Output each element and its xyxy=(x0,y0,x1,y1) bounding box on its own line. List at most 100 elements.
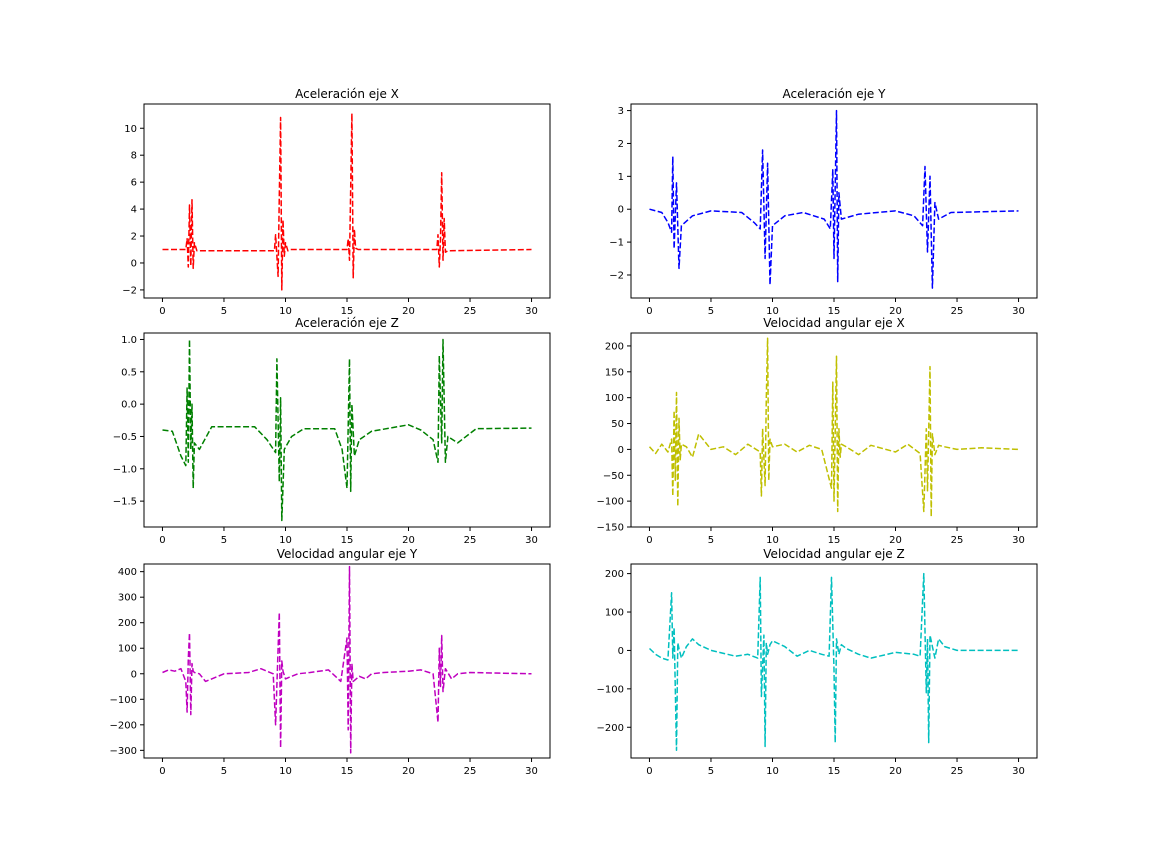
x-tick-label: 5 xyxy=(708,766,714,777)
axes-frame xyxy=(630,103,1038,299)
subplot-title: Aceleración eje Y xyxy=(783,87,887,101)
y-tick-label: −100 xyxy=(597,684,624,695)
subplot-3: 0 5 10 15 20 25 30 −1.5 −1.0 −0.5 0.0 0.5 1.0 Acelera… xyxy=(113,316,551,546)
y-tick-label: 0 xyxy=(618,205,624,216)
y-tick-label: 100 xyxy=(118,644,137,655)
y-tick-label: 150 xyxy=(605,367,624,378)
y-tick-label: 50 xyxy=(611,419,624,430)
y-tick-label: 0 xyxy=(618,646,624,657)
series-line-1 xyxy=(648,337,1019,518)
x-tick-label: 0 xyxy=(646,535,652,546)
x-tick-label: 25 xyxy=(464,306,477,317)
y-tick-label: 8 xyxy=(131,151,137,162)
x-tick-label: 20 xyxy=(402,306,415,317)
x-tick-label: 10 xyxy=(279,306,292,317)
y-tick-label: 2 xyxy=(618,139,624,150)
subplot-title: Velocidad angular eje Y xyxy=(277,547,418,561)
axes-frame xyxy=(143,103,551,299)
y-tick-label: −1.0 xyxy=(113,464,137,475)
y-tick-label: 200 xyxy=(118,618,137,629)
x-tick-label: 25 xyxy=(951,535,964,546)
y-tick-label: 0 xyxy=(131,258,137,269)
y-tick-label: 200 xyxy=(605,341,624,352)
y-tick-label: 1.0 xyxy=(121,335,137,346)
x-tick-label: 15 xyxy=(341,306,354,317)
x-tick-label: 30 xyxy=(1012,306,1025,317)
x-tick-label: 25 xyxy=(951,766,964,777)
x-tick-label: 10 xyxy=(766,766,779,777)
x-tick-label: 30 xyxy=(525,535,538,546)
x-tick-label: 20 xyxy=(889,535,902,546)
x-tick-label: 10 xyxy=(766,306,779,317)
x-tick-label: 5 xyxy=(221,766,227,777)
x-tick-label: 20 xyxy=(402,535,415,546)
x-tick-label: 0 xyxy=(159,306,165,317)
x-tick-label: 25 xyxy=(951,306,964,317)
subplot-title: Aceleración eje Z xyxy=(295,316,399,330)
x-tick-label: 5 xyxy=(708,306,714,317)
subplot-title: Velocidad angular eje Z xyxy=(763,547,904,561)
x-tick-label: 5 xyxy=(708,535,714,546)
series-line-1 xyxy=(162,338,532,522)
subplot-1: 0 5 10 15 20 25 30 −2 0 2 4 6 8 10 Aceleración eje X xyxy=(122,87,551,317)
x-tick-label: 20 xyxy=(402,766,415,777)
subplot-title: Velocidad angular eje X xyxy=(763,316,904,330)
y-tick-label: 1 xyxy=(618,172,624,183)
x-tick-label: 30 xyxy=(525,306,538,317)
y-tick-label: 100 xyxy=(605,608,624,619)
y-tick-label: −2 xyxy=(609,270,624,281)
y-tick-label: −100 xyxy=(110,695,137,706)
series-line-1 xyxy=(648,572,1019,752)
subplot-6: 0 5 10 15 20 25 30 −200 −100 0 100 200 Velocidad ang… xyxy=(597,547,1038,777)
x-tick-label: 15 xyxy=(341,766,354,777)
y-tick-label: 3 xyxy=(618,106,624,117)
y-tick-label: −1.5 xyxy=(113,497,137,508)
y-tick-label: 100 xyxy=(605,393,624,404)
x-tick-label: 0 xyxy=(646,766,652,777)
x-tick-label: 10 xyxy=(279,535,292,546)
axes-frame xyxy=(143,332,551,528)
x-tick-label: 30 xyxy=(1012,766,1025,777)
subplot-2: 0 5 10 15 20 25 30 −2 −1 0 1 2 3 Aceleración eje Y xyxy=(609,87,1038,317)
y-tick-label: −300 xyxy=(110,746,137,757)
x-tick-label: 0 xyxy=(646,306,652,317)
x-tick-label: 30 xyxy=(525,766,538,777)
x-tick-label: 10 xyxy=(766,535,779,546)
x-tick-label: 20 xyxy=(889,766,902,777)
x-tick-label: 25 xyxy=(464,535,477,546)
y-tick-label: 4 xyxy=(131,205,137,216)
x-tick-label: 15 xyxy=(828,306,841,317)
y-tick-label: −2 xyxy=(122,285,137,296)
x-tick-label: 25 xyxy=(464,766,477,777)
x-tick-label: 0 xyxy=(159,535,165,546)
y-tick-label: 300 xyxy=(118,593,137,604)
y-tick-label: −200 xyxy=(597,723,624,734)
subplot-title: Aceleración eje X xyxy=(295,87,399,101)
x-tick-label: 15 xyxy=(828,766,841,777)
y-tick-label: 400 xyxy=(118,567,137,578)
y-tick-label: 0 xyxy=(131,669,137,680)
x-tick-label: 5 xyxy=(221,535,227,546)
subplot-4: 0 5 10 15 20 25 30 −150 −100 −50 0 50 100 150 200 Veloc… xyxy=(597,316,1038,546)
y-tick-label: 0.5 xyxy=(121,367,137,378)
y-tick-label: 200 xyxy=(605,569,624,580)
y-tick-label: 0.0 xyxy=(121,400,137,411)
x-tick-label: 15 xyxy=(341,535,354,546)
y-tick-label: −200 xyxy=(110,720,137,731)
x-tick-label: 20 xyxy=(889,306,902,317)
y-tick-label: −1 xyxy=(609,238,624,249)
x-tick-label: 15 xyxy=(828,535,841,546)
series-line-1 xyxy=(649,109,1019,289)
y-tick-label: −150 xyxy=(597,523,624,534)
x-tick-label: 30 xyxy=(1012,535,1025,546)
y-tick-label: 2 xyxy=(131,232,137,243)
y-tick-label: −50 xyxy=(603,471,624,482)
series-line-1 xyxy=(162,565,532,754)
series-line-1 xyxy=(162,112,532,291)
y-tick-label: −100 xyxy=(597,497,624,508)
x-tick-label: 5 xyxy=(221,306,227,317)
y-tick-label: 0 xyxy=(618,445,624,456)
x-tick-label: 0 xyxy=(159,766,165,777)
y-tick-label: 6 xyxy=(131,178,137,189)
